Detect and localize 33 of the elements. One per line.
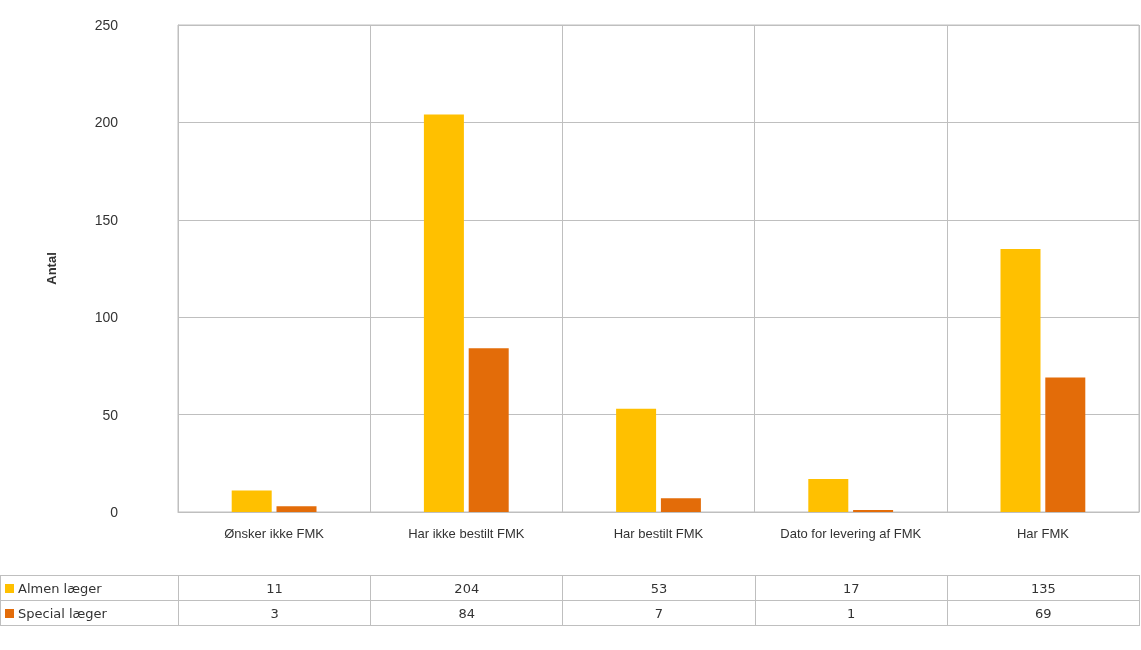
y-tick-label: 200 [94, 114, 119, 131]
x-tick-label: Har ikke bestilt FMK [408, 525, 525, 541]
data-label: 3 [178, 600, 371, 626]
bar [660, 498, 701, 512]
legend-label: Almen læger [0, 575, 179, 601]
x-tick-label: Ønsker ikke FMK [224, 525, 325, 541]
x-tick-label: Har FMK [1016, 525, 1070, 541]
bar [808, 478, 849, 512]
x-tick-label: Dato for levering af FMK [780, 525, 922, 541]
y-tick-label: 0 [110, 504, 119, 520]
bar [1045, 377, 1086, 512]
data-label: 84 [370, 600, 563, 626]
data-label: 17 [755, 575, 948, 601]
bar [276, 506, 317, 512]
data-label: 69 [947, 600, 1140, 626]
y-axis-title: Antal [44, 252, 59, 285]
data-label: 11 [178, 575, 371, 601]
data-label: 7 [562, 600, 756, 626]
y-tick-label: 150 [94, 211, 119, 228]
data-label: 53 [562, 575, 756, 601]
bar [231, 490, 272, 512]
data-label: 1 [755, 600, 948, 626]
y-tick-label: 50 [102, 406, 119, 423]
legend-label: Special læger [0, 600, 179, 626]
bar [1000, 249, 1041, 512]
data-label: 135 [947, 575, 1140, 601]
y-tick-label: 100 [94, 309, 119, 326]
bar [468, 348, 509, 512]
bar [423, 114, 464, 512]
x-tick-label: Har bestilt FMK [613, 525, 704, 541]
y-tick-label: 250 [94, 17, 119, 33]
data-label: 204 [370, 575, 563, 601]
bar [616, 408, 657, 512]
